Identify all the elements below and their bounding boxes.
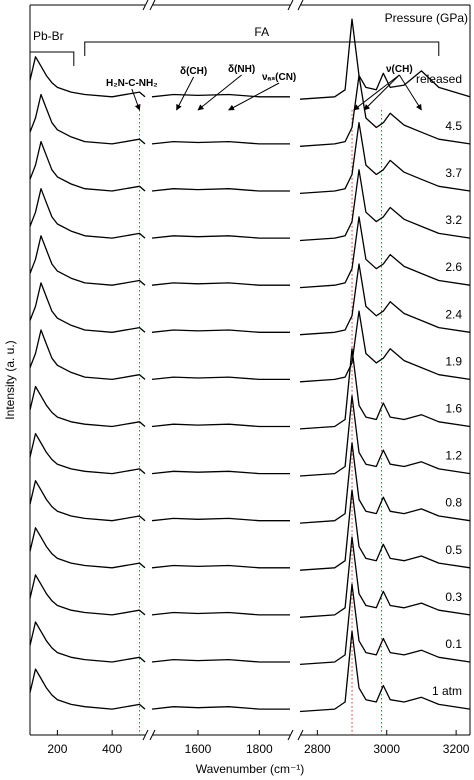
x-tick-label: 1600: [185, 742, 212, 756]
legend-label: 1.2: [445, 449, 462, 463]
spectrum-line: [29, 18, 471, 100]
spectrum-line: [29, 169, 471, 242]
x-tick-label: 1800: [246, 742, 273, 756]
x-axis-title: Wavenumber (cm⁻¹): [196, 762, 305, 776]
spectrum-line: [29, 74, 471, 147]
annotation: νₐₛ(CN): [262, 72, 296, 83]
spectrum-line: [29, 122, 471, 195]
annotation-arrow: [197, 74, 242, 111]
legend-label: 0.8: [445, 496, 462, 510]
axis-break: [149, 729, 156, 741]
legend-label: 3.2: [445, 213, 462, 227]
axis-break: [142, 729, 149, 741]
legend-label: 0.1: [445, 637, 462, 651]
spectrum-line: [29, 536, 471, 618]
axis-break: [287, 729, 294, 741]
legend-label: 3.7: [445, 166, 462, 180]
bracket-label: Pb-Br: [33, 29, 64, 43]
annotation: δ(CH): [180, 66, 207, 77]
axis-break: [287, 0, 294, 11]
legend-label: 2.4: [445, 307, 462, 321]
bracket: [84, 41, 440, 56]
bracket-label: FA: [254, 25, 269, 39]
annotation-arrow: [228, 82, 280, 111]
axis-break: [297, 0, 304, 11]
legend-label: 0.5: [445, 543, 462, 557]
x-tick-label: 3000: [373, 742, 400, 756]
spectrum-line: [29, 216, 471, 289]
legend-label: 1 atm: [432, 684, 462, 698]
annotation-arrow: [363, 74, 400, 111]
legend-label: 2.6: [445, 260, 462, 274]
spectrum-line: [29, 583, 471, 666]
legend-label: 1.6: [445, 402, 462, 416]
spectrum-line: [29, 395, 471, 477]
x-tick-label: 200: [47, 742, 67, 756]
spectrum-line: [29, 310, 471, 383]
legend-title: Pressure (GPa): [385, 11, 468, 25]
spectrum-line: [29, 348, 471, 430]
annotation: H₂N-C-NH₂: [106, 78, 158, 89]
axis-break: [142, 0, 149, 11]
annotation-arrow: [176, 76, 195, 111]
annotation-arrow: [131, 88, 141, 111]
annotation-arrow: [398, 74, 422, 111]
legend-label: 1.9: [445, 354, 462, 368]
spectrum-line: [29, 489, 471, 571]
legend-label: released: [416, 72, 462, 86]
x-tick-label: 3200: [443, 742, 470, 756]
spectrum-line: [29, 263, 471, 336]
x-tick-label: 400: [102, 742, 122, 756]
spectrum-line: [29, 442, 471, 524]
annotation: δ(NH): [228, 64, 255, 75]
legend-label: 0.3: [445, 590, 462, 604]
axis-break: [149, 0, 156, 11]
x-tick-label: 2800: [304, 742, 331, 756]
bracket: [29, 51, 75, 66]
annotation: ν(CH): [386, 64, 413, 75]
axis-break: [297, 729, 304, 741]
legend-label: 4.5: [445, 119, 462, 133]
spectrum-line: [29, 630, 471, 713]
y-axis-title: Intensity (a. u.): [3, 340, 17, 419]
annotation-arrow: [353, 74, 400, 111]
